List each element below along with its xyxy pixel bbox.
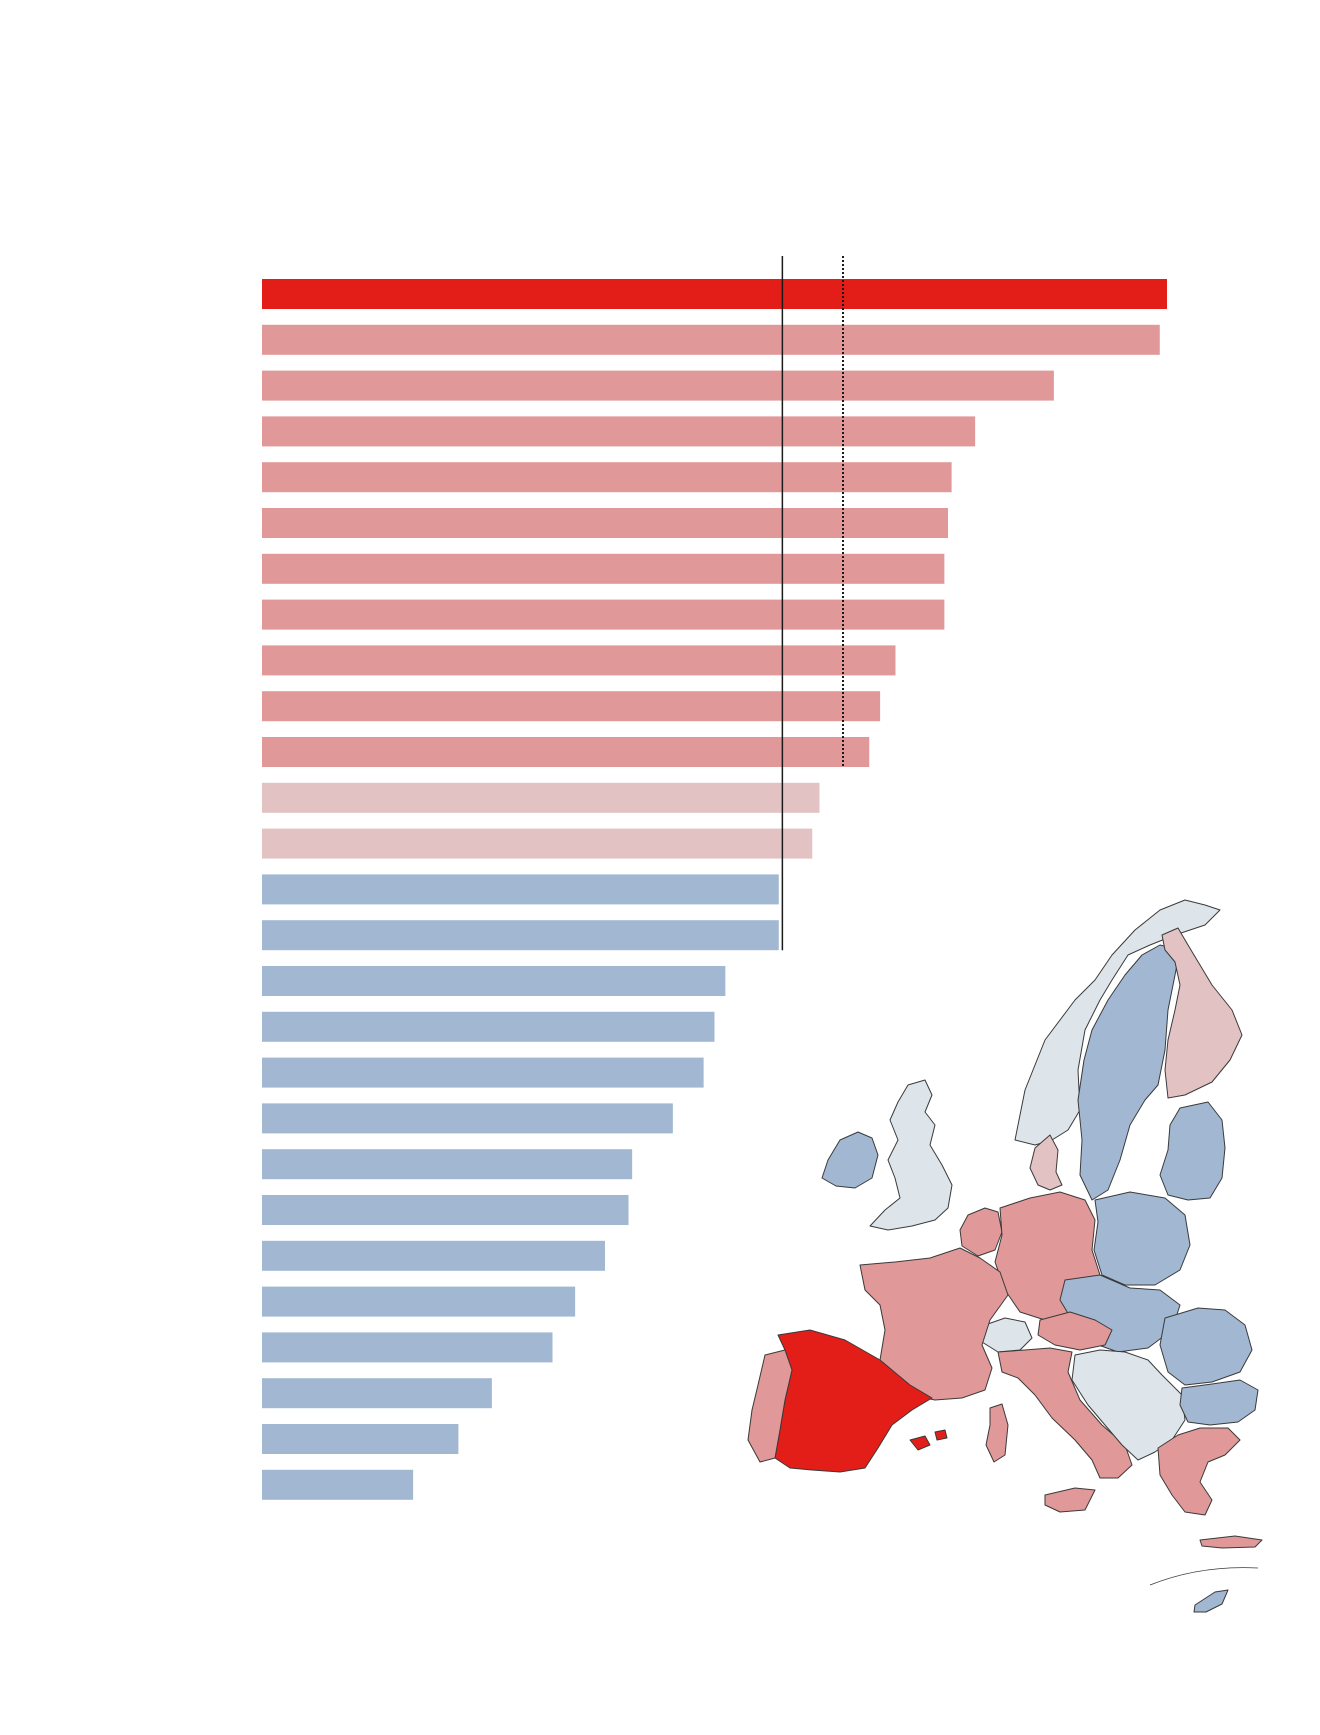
map-region-bulgaria (1179, 1379, 1259, 1426)
map-region-uk (869, 1079, 953, 1231)
bar-7 (262, 553, 945, 584)
bar-22 (262, 1240, 605, 1271)
bar-16 (262, 966, 726, 996)
bar-20 (262, 1149, 633, 1180)
bar-24 (262, 1332, 553, 1363)
map-region-france (859, 1247, 1009, 1401)
bars-layer (262, 279, 1167, 1500)
map-region-sweden (1077, 944, 1181, 1201)
map-region-switzerland (981, 1317, 1033, 1353)
map-region-sardinia (985, 1403, 1009, 1463)
bar-25 (262, 1378, 492, 1409)
cyprus-inset-arc (1149, 1567, 1259, 1586)
map-region-romania (1159, 1307, 1253, 1386)
map-region-poland (1093, 1191, 1191, 1286)
map-region-balearics (909, 1429, 948, 1451)
bar-10 (262, 691, 881, 722)
bar-12 (262, 782, 820, 813)
map-region-crete (1199, 1535, 1263, 1549)
bar-3 (262, 370, 1054, 401)
map-region-ireland (821, 1131, 879, 1189)
bar-15 (262, 920, 779, 951)
bar-14 (262, 874, 779, 905)
map-region-baltics (1159, 1101, 1226, 1201)
bar-26 (262, 1424, 459, 1454)
bar-2 (262, 324, 1160, 355)
map-region-cyprus (1193, 1589, 1229, 1613)
bar-6 (262, 508, 948, 538)
reference-lines-layer (781, 256, 845, 951)
bar-13 (262, 828, 813, 859)
map-region-finland (1161, 927, 1243, 1099)
map-region-norway (1014, 899, 1221, 1146)
map-region-greece (1157, 1427, 1241, 1516)
bar-8 (262, 599, 945, 630)
map-region-austria (1037, 1311, 1113, 1351)
bar-18 (262, 1057, 704, 1088)
europe-map (747, 899, 1263, 1613)
map-region-portugal (747, 1349, 793, 1463)
map-region-sicily (1044, 1487, 1096, 1513)
bar-19 (262, 1103, 673, 1134)
bar-23 (262, 1286, 576, 1317)
map-region-denmark (1029, 1134, 1063, 1191)
bar-1 (262, 279, 1167, 309)
map-region-benelux (959, 1207, 1003, 1257)
bar-11 (262, 737, 870, 767)
map-region-italy (997, 1347, 1133, 1479)
bar-17 (262, 1011, 715, 1042)
bar-4 (262, 416, 976, 447)
bar-21 (262, 1195, 629, 1225)
bar-9 (262, 645, 896, 676)
bar-5 (262, 462, 952, 493)
bar-27 (262, 1469, 414, 1500)
